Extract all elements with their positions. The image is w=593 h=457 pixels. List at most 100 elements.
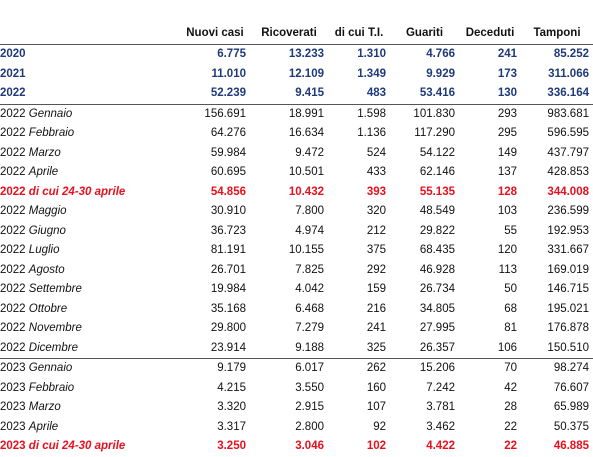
row-label: 2021 [0,65,180,85]
cell-tamponi: 76.607 [553,381,589,394]
table-row: 2022 Febbraio 64.276 16.634 1.136 117.290 295… [0,124,593,144]
year-summary-row: 2020 6.775 13.233 1.310 4.766 241 85.252 [0,45,593,65]
cell-terapia-intensiva: 1.310 [357,48,386,60]
cell-deceduti: 113 [498,263,517,276]
cell-deceduti: 70 [504,362,517,374]
cell-ricoverati: 10.155 [288,244,324,256]
row-year: 2022 [0,205,26,217]
cell-tamponi: 437.797 [547,146,589,159]
cell-guariti: 7.242 [426,381,455,394]
row-label: 2022 Settembre [0,280,180,300]
row-label: 2023 Marzo [0,398,180,418]
cell-ricoverati: 16.634 [288,127,324,139]
row-month: Luglio [28,244,60,256]
header-label [0,0,180,45]
cell-nuovi-casi: 36.723 [210,224,246,237]
table-body: 2020 6.775 13.233 1.310 4.766 241 85.252 2021 11… [0,45,593,457]
cell-deceduti: 293 [497,107,517,120]
header-ricoverati: Ricoverati [250,0,328,45]
table-row: 2023 Marzo 3.320 2.915 107 3.781 28 65.989 [0,398,593,418]
cell-guariti: 3.781 [426,401,455,413]
row-label: 2022 Maggio [0,202,180,222]
cell-ricoverati: 9.415 [250,84,328,105]
cell-deceduti: 81 [504,322,517,334]
cell-ricoverati: 4.042 [295,283,324,295]
year-summary-row: 2022 52.239 9.415 483 53.416 130 336.164 [0,84,593,105]
cell-ricoverati: 7.825 [295,263,324,276]
row-year: 2022 [0,166,26,178]
row-label: 2023 Aprile [0,418,180,438]
row-label: 2022 Ottobre [0,300,180,320]
cell-tamponi: 311.066 [548,67,589,80]
row-year: 2023 [0,401,26,413]
row-month: Novembre [28,322,82,334]
cell-nuovi-casi: 6.775 [217,48,246,60]
row-label: 2022 Dicembre [0,338,180,359]
row-month: Giugno [28,224,66,237]
cell-deceduti: 128 [497,185,517,198]
cell-deceduti: 22 [504,440,517,452]
row-year: 2023 [0,362,26,374]
cell-deceduti: 22 [504,420,517,433]
highlight-row: 2022 di cui 24-30 aprile 54.856 10.432 393 5… [0,183,593,203]
cell-terapia-intensiva: 92 [373,420,386,433]
cell-nuovi-casi: 35.168 [210,302,246,315]
row-label: 2022 Giugno [0,222,180,242]
row-year: 2023 [0,420,26,433]
cell-guariti: 54.122 [419,146,455,159]
cell-ricoverati: 2.915 [295,401,324,413]
cell-guariti: 9.929 [426,67,455,80]
row-label: 2023 Febbraio [0,379,180,399]
table-row: 2023 Aprile 3.317 2.800 92 3.462 22 50.375 [0,418,593,438]
cell-tamponi: 146.715 [547,283,589,295]
cell-nuovi-casi: 81.191 [210,244,246,256]
cell-nuovi-casi: 3.320 [217,401,246,413]
row-month: Febbraio [28,381,75,394]
cell-ricoverati: 7.279 [295,322,324,334]
table-row: 2023 Febbraio 4.215 3.550 160 7.242 42 76.607 [0,379,593,399]
cell-guariti: 34.805 [419,302,455,315]
cell-guariti: 62.146 [419,166,455,178]
row-label: 2023 Gennaio [0,359,180,379]
cell-guariti: 29.822 [419,224,455,237]
cell-ricoverati: 9.188 [250,338,328,359]
year-summary-row: 2021 11.010 12.109 1.349 9.929 173 311.066 [0,65,593,85]
cell-terapia-intensiva: 262 [366,362,386,374]
cell-nuovi-casi: 64.276 [210,127,246,139]
row-label: 2022 Febbraio [0,124,180,144]
row-month: Aprile [28,166,59,178]
cell-terapia-intensiva: 433 [366,166,386,178]
table-row: 2022 Dicembre 23.914 9.188 325 26.357 106 150.… [0,338,593,359]
row-month: di cui 24-30 aprile [28,185,126,198]
cell-terapia-intensiva: 159 [366,283,386,295]
cell-tamponi: 428.853 [547,166,589,178]
table-row: 2022 Aprile 60.695 10.501 433 62.146 137 428.8… [0,163,593,183]
cell-deceduti: 55 [504,224,517,237]
cell-tamponi: 85.252 [553,48,589,60]
cell-guariti: 117.290 [414,127,455,139]
cell-guariti: 15.206 [419,362,455,374]
cell-ricoverati: 2.800 [295,420,324,433]
cell-deceduti: 130 [459,84,521,105]
row-label: 2020 [0,45,180,65]
cell-guariti: 68.435 [419,244,455,256]
cell-tamponi: 50.375 [553,420,589,433]
header-deceduti: Deceduti [459,0,521,45]
cell-ricoverati: 13.233 [288,48,324,60]
table-row: 2022 Maggio 30.910 7.800 320 48.549 103 236.59… [0,202,593,222]
cell-tamponi: 236.599 [547,205,589,217]
row-label: 2022 Agosto [0,261,180,281]
cell-terapia-intensiva: 292 [366,263,386,276]
row-year: 2023 [0,381,26,394]
row-month: Marzo [28,401,61,413]
table-row: 2022 Marzo 59.984 9.472 524 54.122 149 437.797 [0,144,593,164]
cell-nuovi-casi: 3.317 [217,420,246,433]
cell-terapia-intensiva: 241 [366,322,386,334]
cell-nuovi-casi: 23.914 [180,338,250,359]
row-month: Maggio [28,205,67,217]
cell-tamponi: 336.164 [521,84,593,105]
row-year: 2022 [0,263,26,276]
cell-terapia-intensiva: 1.598 [357,107,386,120]
row-year: 2022 [0,87,26,99]
